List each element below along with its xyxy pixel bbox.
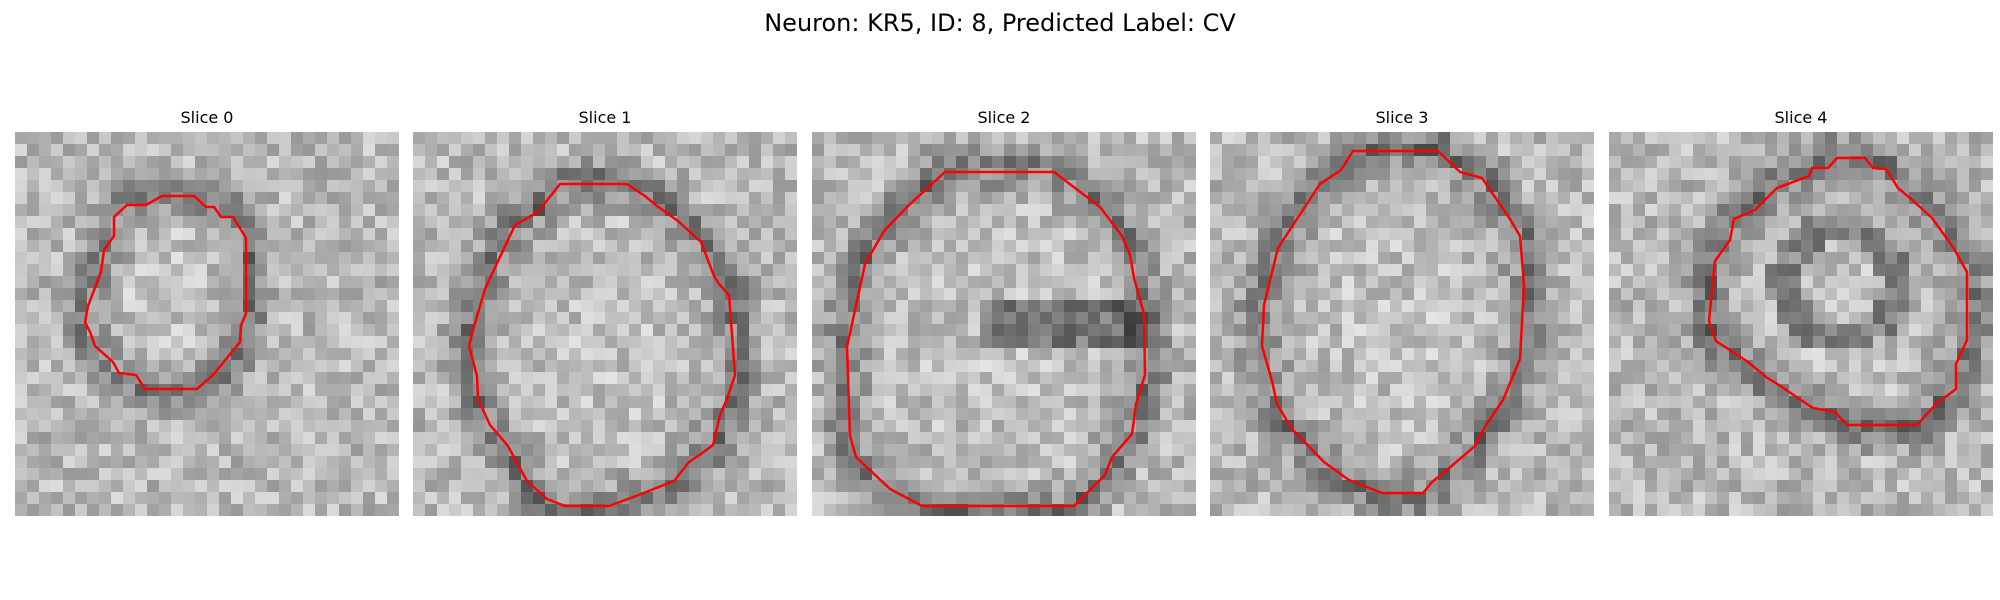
slice-raster bbox=[812, 132, 1196, 516]
slice-image bbox=[1609, 132, 1993, 516]
slice-image bbox=[15, 132, 399, 516]
grayscale-pixels bbox=[812, 132, 1196, 516]
slice-title: Slice 1 bbox=[578, 108, 632, 127]
segmentation-contour bbox=[83, 194, 248, 391]
slice-image bbox=[413, 132, 797, 516]
segmentation-contour bbox=[1707, 156, 1969, 427]
grayscale-pixels bbox=[1210, 132, 1594, 516]
slice-title: Slice 3 bbox=[1375, 108, 1429, 127]
figure-title: Neuron: KR5, ID: 8, Predicted Label: CV bbox=[764, 9, 1236, 37]
segmentation-contour bbox=[845, 170, 1147, 508]
segmentation-contour bbox=[1260, 149, 1526, 495]
slice-raster bbox=[15, 132, 399, 516]
slice-title: Slice 0 bbox=[180, 108, 234, 127]
slice-raster bbox=[1609, 132, 1993, 516]
slice-raster bbox=[413, 132, 797, 516]
grayscale-pixels bbox=[413, 132, 797, 516]
grayscale-pixels bbox=[1609, 132, 1993, 516]
slice-panel-0: Slice 0 bbox=[15, 108, 399, 516]
slice-title: Slice 2 bbox=[977, 108, 1031, 127]
slice-panel-3: Slice 3 bbox=[1210, 108, 1594, 516]
slice-image bbox=[812, 132, 1196, 516]
slice-panel-1: Slice 1 bbox=[413, 108, 797, 516]
slice-panel-2: Slice 2 bbox=[812, 108, 1196, 516]
grayscale-pixels bbox=[15, 132, 399, 516]
slice-raster bbox=[1210, 132, 1594, 516]
slice-image bbox=[1210, 132, 1594, 516]
segmentation-contour bbox=[467, 182, 737, 508]
slice-title: Slice 4 bbox=[1774, 108, 1828, 127]
slice-panel-4: Slice 4 bbox=[1609, 108, 1993, 516]
